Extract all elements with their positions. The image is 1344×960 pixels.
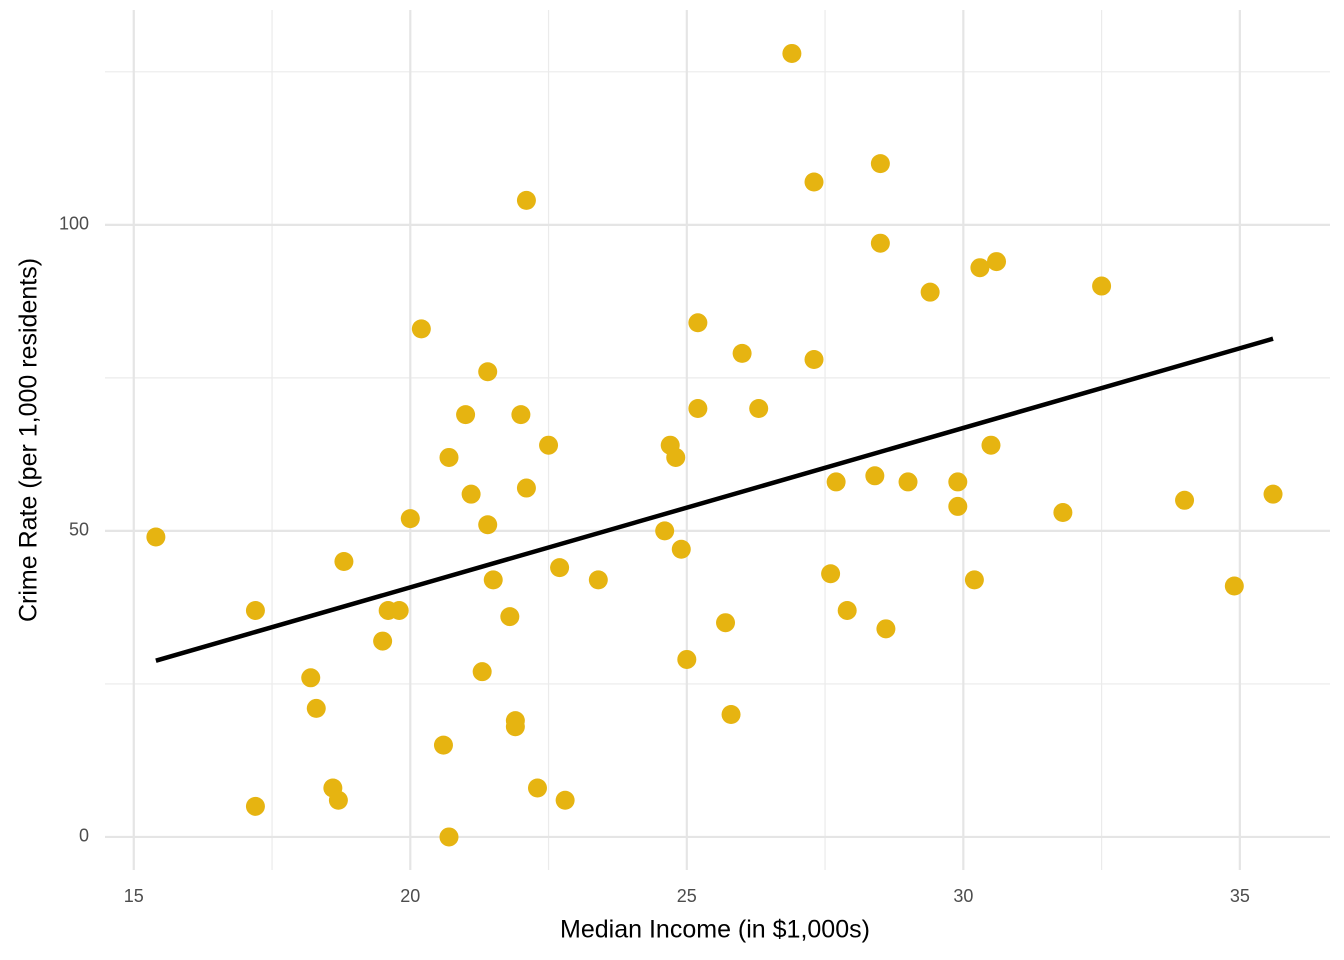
point: [870, 233, 890, 253]
point: [671, 539, 691, 559]
point: [245, 600, 265, 620]
point: [721, 705, 741, 725]
point: [306, 698, 326, 718]
y-tick-label: 0: [79, 826, 89, 846]
point: [146, 527, 166, 547]
point: [373, 631, 393, 651]
point: [334, 552, 354, 572]
point: [987, 252, 1007, 272]
point: [500, 607, 520, 627]
point: [821, 564, 841, 584]
point: [948, 472, 968, 492]
point: [948, 496, 968, 516]
point: [782, 43, 802, 63]
point: [1175, 490, 1195, 510]
point: [826, 472, 846, 492]
point: [688, 313, 708, 333]
point: [389, 600, 409, 620]
point: [677, 649, 697, 669]
point: [539, 435, 559, 455]
point: [920, 282, 940, 302]
point: [804, 172, 824, 192]
point: [749, 398, 769, 418]
point: [439, 447, 459, 467]
point: [301, 668, 321, 688]
y-tick-label: 100: [59, 214, 89, 234]
y-axis-title: Crime Rate (per 1,000 residents): [15, 258, 43, 622]
point: [1263, 484, 1283, 504]
point: [837, 600, 857, 620]
x-tick-label: 35: [1230, 886, 1250, 906]
point: [505, 717, 525, 737]
point: [964, 570, 984, 590]
point: [478, 362, 498, 382]
point: [876, 619, 896, 639]
point: [400, 509, 420, 529]
x-tick-label: 25: [677, 886, 697, 906]
point: [483, 570, 503, 590]
point: [666, 447, 686, 467]
point: [1053, 503, 1073, 523]
point: [511, 405, 531, 425]
point: [655, 521, 675, 541]
point: [478, 515, 498, 535]
y-tick-label: 50: [69, 520, 89, 540]
point: [439, 827, 459, 847]
point: [527, 778, 547, 798]
x-tick-label: 15: [124, 886, 144, 906]
point: [245, 796, 265, 816]
point: [870, 154, 890, 174]
point: [981, 435, 1001, 455]
point: [456, 405, 476, 425]
point: [411, 319, 431, 339]
point: [865, 466, 885, 486]
x-tick-label: 20: [400, 886, 420, 906]
point: [804, 350, 824, 370]
point: [433, 735, 453, 755]
point: [516, 478, 536, 498]
point: [555, 790, 575, 810]
point: [516, 190, 536, 210]
point: [588, 570, 608, 590]
point: [970, 258, 990, 278]
point: [898, 472, 918, 492]
x-axis-title: Median Income (in $1,000s): [560, 916, 870, 944]
point: [550, 558, 570, 578]
point: [716, 613, 736, 633]
point: [732, 343, 752, 363]
point: [472, 662, 492, 682]
point: [1224, 576, 1244, 596]
point: [461, 484, 481, 504]
point: [1092, 276, 1112, 296]
x-tick-label: 30: [953, 886, 973, 906]
point: [328, 790, 348, 810]
point: [688, 398, 708, 418]
trend-line: [155, 336, 1274, 663]
